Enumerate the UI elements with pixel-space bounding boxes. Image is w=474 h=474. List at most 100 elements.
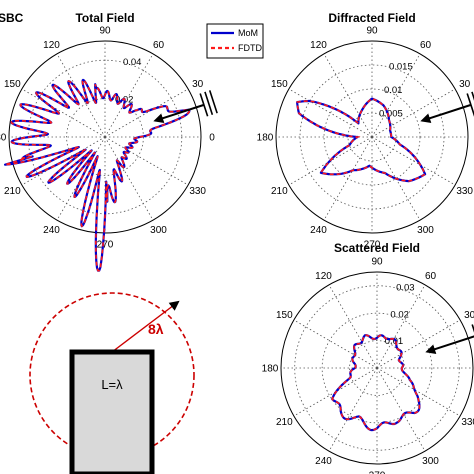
angle-tick-label: 330 [461, 417, 474, 428]
legend-box [206, 23, 264, 59]
angle-tick-label: 210 [271, 186, 288, 197]
angle-tick-label: 150 [276, 310, 293, 321]
angle-tick-label: 240 [310, 225, 327, 236]
geometry-sketch: 8λ L=λ [29, 292, 195, 474]
diffracted-field-title: Diffracted Field [328, 11, 415, 25]
incident-wave-arrow [420, 103, 472, 123]
angle-tick-label: 120 [315, 271, 332, 282]
series-fdtd-line [296, 97, 427, 182]
angle-tick-label: 210 [276, 417, 293, 428]
angle-tick-label: 300 [150, 225, 167, 236]
series-fdtd-line [331, 334, 421, 431]
total-field-curves [3, 78, 191, 272]
angle-tick-label: 240 [43, 225, 60, 236]
wavefront-bar [199, 93, 209, 117]
angle-tick-label: 240 [315, 456, 332, 467]
angle-tick-label: 30 [464, 310, 474, 321]
angle-tick-label: 90 [99, 26, 111, 37]
angle-tick-label: 120 [43, 40, 60, 51]
angular-gridline [376, 319, 461, 369]
wavefront-bar [204, 91, 214, 115]
radius-label: 8λ [148, 321, 164, 337]
angle-tick-label: 90 [371, 257, 383, 268]
legend-mom-label: MoM [238, 28, 258, 38]
angle-tick-label: 180 [257, 133, 274, 144]
radial-gridline [321, 312, 433, 424]
angular-gridline [328, 284, 378, 369]
angle-tick-label: 60 [420, 40, 432, 51]
angle-tick-label: 270 [97, 240, 114, 251]
radial-tick-label: 0.02 [390, 309, 409, 320]
angle-tick-label: 120 [310, 40, 327, 51]
diffracted-field-grid: 0.0050.010.01503060901201501802102402703… [257, 26, 474, 251]
radial-tick-label: 0.01 [385, 336, 404, 347]
angular-gridline [104, 136, 154, 221]
angular-gridline [371, 88, 456, 138]
corner-label: SBC [0, 11, 24, 25]
angle-tick-label: 210 [4, 186, 21, 197]
wavefront-bar [471, 91, 474, 101]
angle-tick-label: 270 [364, 240, 381, 251]
wavefront-bar [471, 324, 474, 333]
angle-tick-label: 180 [262, 364, 279, 375]
angular-gridline [104, 53, 154, 138]
legend: MoM FDTD [206, 23, 264, 59]
series-fdtd-line [4, 78, 191, 272]
angle-tick-label: 300 [422, 456, 439, 467]
angle-tick-label: 330 [456, 186, 473, 197]
radial-tick-label: 0.01 [384, 85, 403, 96]
outer-ring [280, 271, 474, 465]
radius-arrow [111, 300, 180, 353]
scattered-field-curves [331, 334, 421, 432]
total-field-grid: 0.020.040306090120150180210240270300330 [0, 26, 215, 251]
angle-tick-label: 150 [271, 79, 288, 90]
width-label: L=λ [101, 377, 123, 392]
scattered-field-title: Scattered Field [334, 241, 420, 255]
diffracted-field-curves [296, 97, 427, 183]
diffracted-field-polar-plot: Diffracted Field 0.0050.010.015030609012… [257, 11, 474, 251]
radial-gridline [294, 285, 460, 451]
legend-fdtd-label: FDTD [238, 43, 262, 53]
angle-tick-label: 30 [459, 79, 471, 90]
diffracted-field-incident-arrow [420, 91, 474, 123]
angular-gridline [371, 136, 456, 186]
total-field-title: Total Field [75, 11, 134, 25]
radial-tick-label: 0.015 [389, 62, 413, 73]
angular-gridline [104, 136, 189, 186]
angle-tick-label: 150 [4, 79, 21, 90]
wavefront-bar [208, 90, 218, 114]
scatterer-box [69, 349, 155, 474]
radial-gridline [349, 340, 405, 396]
angular-gridline [376, 367, 426, 452]
radial-tick-label: 0.04 [123, 57, 142, 68]
scattered-field-grid: 0.010.020.030306090120150180210240270300… [262, 257, 474, 474]
angular-gridline [376, 284, 426, 369]
scattered-field-polar-plot: Scattered Field 0.010.020.03030609012015… [262, 241, 474, 474]
outer-ring [275, 40, 469, 234]
angle-tick-label: 330 [189, 186, 206, 197]
angle-tick-label: 60 [153, 40, 165, 51]
total-field-incident-arrow [153, 90, 218, 123]
angle-tick-label: 90 [366, 26, 378, 37]
angular-gridline [376, 367, 461, 417]
wavefront-bar [466, 93, 474, 117]
angle-tick-label: 0 [209, 133, 215, 144]
radial-tick-label: 0.03 [396, 283, 415, 294]
angular-gridline [104, 88, 189, 138]
radial-tick-label: 0.005 [379, 109, 403, 120]
angular-gridline [288, 88, 373, 138]
angle-tick-label: 300 [417, 225, 434, 236]
angle-tick-label: 180 [0, 133, 7, 144]
scattered-field-incident-arrow [425, 324, 474, 354]
angle-tick-label: 30 [192, 79, 204, 90]
incident-wave-arrow [425, 335, 474, 354]
angle-tick-label: 60 [425, 271, 437, 282]
angular-gridline [323, 53, 373, 138]
angular-gridline [293, 319, 378, 369]
angular-gridline [21, 88, 106, 138]
angle-tick-label: 270 [369, 471, 386, 474]
angular-gridline [328, 367, 378, 452]
total-field-polar-plot: Total Field 0.020.0403060901201501802102… [0, 11, 218, 272]
incident-wave-arrow [153, 103, 205, 123]
